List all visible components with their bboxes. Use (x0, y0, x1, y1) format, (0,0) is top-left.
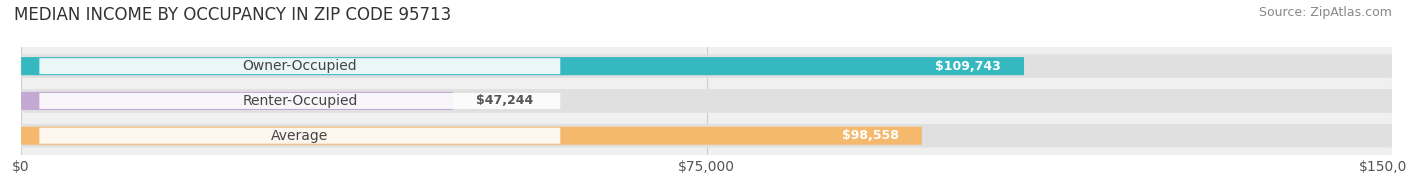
FancyBboxPatch shape (21, 124, 1392, 148)
Text: Source: ZipAtlas.com: Source: ZipAtlas.com (1258, 6, 1392, 19)
Text: Average: Average (271, 129, 329, 143)
FancyBboxPatch shape (21, 54, 1392, 78)
Text: MEDIAN INCOME BY OCCUPANCY IN ZIP CODE 95713: MEDIAN INCOME BY OCCUPANCY IN ZIP CODE 9… (14, 6, 451, 24)
FancyBboxPatch shape (21, 89, 1392, 113)
Text: $98,558: $98,558 (842, 129, 898, 142)
Text: Renter-Occupied: Renter-Occupied (242, 94, 357, 108)
FancyBboxPatch shape (39, 93, 561, 109)
Text: $109,743: $109,743 (935, 60, 1001, 73)
FancyBboxPatch shape (21, 57, 1024, 75)
Text: $47,244: $47,244 (475, 94, 533, 107)
FancyBboxPatch shape (39, 128, 561, 144)
Text: Owner-Occupied: Owner-Occupied (242, 59, 357, 73)
FancyBboxPatch shape (39, 58, 561, 74)
FancyBboxPatch shape (21, 92, 453, 110)
FancyBboxPatch shape (21, 127, 922, 145)
